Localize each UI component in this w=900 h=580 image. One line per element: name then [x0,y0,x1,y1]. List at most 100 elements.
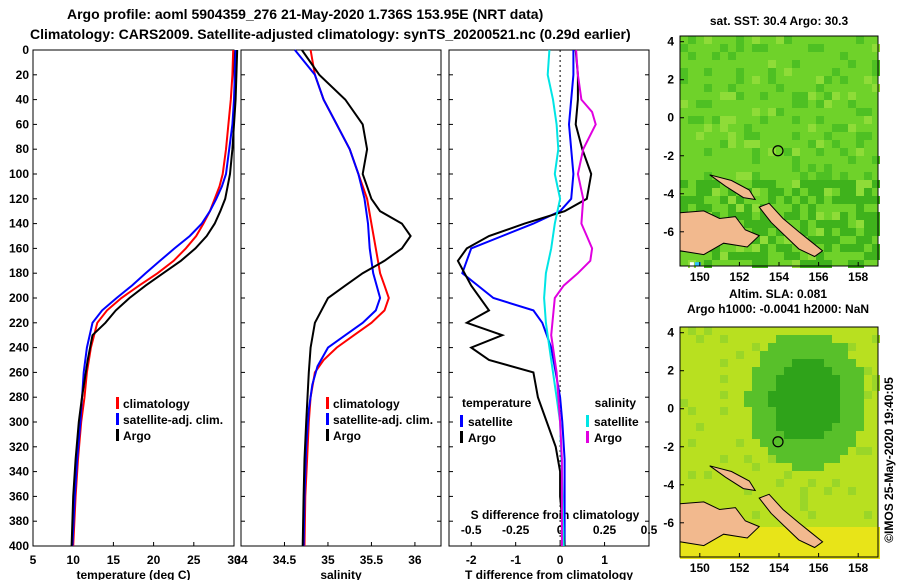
sst-map-cell [760,92,768,100]
depth-tick-label: 320 [9,440,29,454]
sst-map-cell [856,196,864,204]
sst-map-cell [736,172,744,180]
sst-map-cell [864,132,872,140]
sla-map-cell [840,399,848,407]
sla-map-cell [848,415,856,423]
depth-tick-label: 360 [9,489,29,503]
sst-map-land [758,202,824,258]
sla-map-cell [768,423,776,431]
sla-map-cell [704,471,712,479]
sla-map-cell [872,543,880,551]
sst-map-cell [824,220,832,228]
salinity-panel-xtick-label: 35.5 [360,553,384,567]
sst-map-cell [792,156,800,164]
sst-map-cell [816,116,824,124]
sla-map-cell [784,551,792,559]
sla-map-xtick-label: 156 [809,561,829,575]
sst-map-cell [728,188,736,196]
sla-map-ytick-label: -2 [663,440,674,454]
sla-map-cell [840,407,848,415]
sla-map-cell [768,535,776,543]
sla-map-cell [824,423,832,431]
sst-map-cell [784,68,792,76]
depth-tick-label: 200 [9,291,29,305]
sst-map-cell [760,220,768,228]
sla-map-cell [736,543,744,551]
sla-map-cell [856,543,864,551]
sla-map-cell [760,375,768,383]
sla-map-cell [824,543,832,551]
sst-map-cell [760,252,768,260]
sst-map-cell [728,132,736,140]
sla-map-cell [760,543,768,551]
sla-map-cell [872,527,880,535]
sst-map-cell [704,148,712,156]
sst-map-cell [832,212,840,220]
difference-panel-xtick-label: -1 [510,553,521,567]
sla-map-cell [776,343,784,351]
sst-map-cell [808,236,816,244]
sla-map-cell [752,463,760,471]
sla-map-cell [784,351,792,359]
sla-map-cell [752,511,760,519]
sst-map-cell [856,220,864,228]
sla-map-cell [848,343,856,351]
sla-map-cell [832,415,840,423]
sst-map-cell [792,164,800,172]
sst-map-cell [696,188,704,196]
sst-map-cell [832,92,840,100]
legend-swatch [116,413,119,425]
sla-map-cell [808,479,816,487]
sst-map-cell [752,236,760,244]
sst-map-cell [776,228,784,236]
sst-map-cell [848,260,856,268]
sla-map-cell [800,495,808,503]
sla-map-cell [792,343,800,351]
sst-map-land [709,174,757,201]
sst-map-cell [848,92,856,100]
sla-map-cell [792,463,800,471]
sla-map-cell [824,527,832,535]
sst-map-cell [696,100,704,108]
legend-swatch [586,431,589,443]
depth-tick-label: 40 [16,93,30,107]
sla-map-cell [720,359,728,367]
sst-map-cell [704,260,712,268]
sst-map-cell [768,60,776,68]
sla-map-cell [784,431,792,439]
sla-map-cell [848,391,856,399]
sst-map-cell [768,108,776,116]
sla-map-cell [776,335,784,343]
sla-map-cell [872,551,880,559]
sla-map-cell [848,359,856,367]
sla-map-cell [808,359,816,367]
sla-map-cell [800,423,808,431]
sla-map-cell [832,551,840,559]
sla-map-xtick-label: 150 [690,561,710,575]
salinity-panel-frame [240,49,442,547]
sla-map-cell [752,375,760,383]
sst-map-cell [800,180,808,188]
sst-map-cell [864,76,872,84]
sla-map-cell [752,367,760,375]
sla-map-cell [752,535,760,543]
difference-panel-series-salinity-argo [550,49,597,546]
sst-map-cell [832,196,840,204]
sst-map-cell [736,68,744,76]
sla-map-cell [816,391,824,399]
sst-map-cell [680,180,688,188]
sst-map-cell [824,76,832,84]
depth-tick-label: 280 [9,390,29,404]
sst-map-cell [784,252,792,260]
sst-map-cell [832,220,840,228]
sla-map-cell [760,391,768,399]
sla-map-cell [720,375,728,383]
legend-swatch [326,413,329,425]
sla-map-cell [824,455,832,463]
sla-map-xtick-label: 154 [769,561,789,575]
sst-map-cell [760,244,768,252]
sla-map-cell [848,535,856,543]
argo-position-marker [772,145,784,157]
legend-label: Argo [333,429,361,443]
sla-map-cell [856,447,864,455]
